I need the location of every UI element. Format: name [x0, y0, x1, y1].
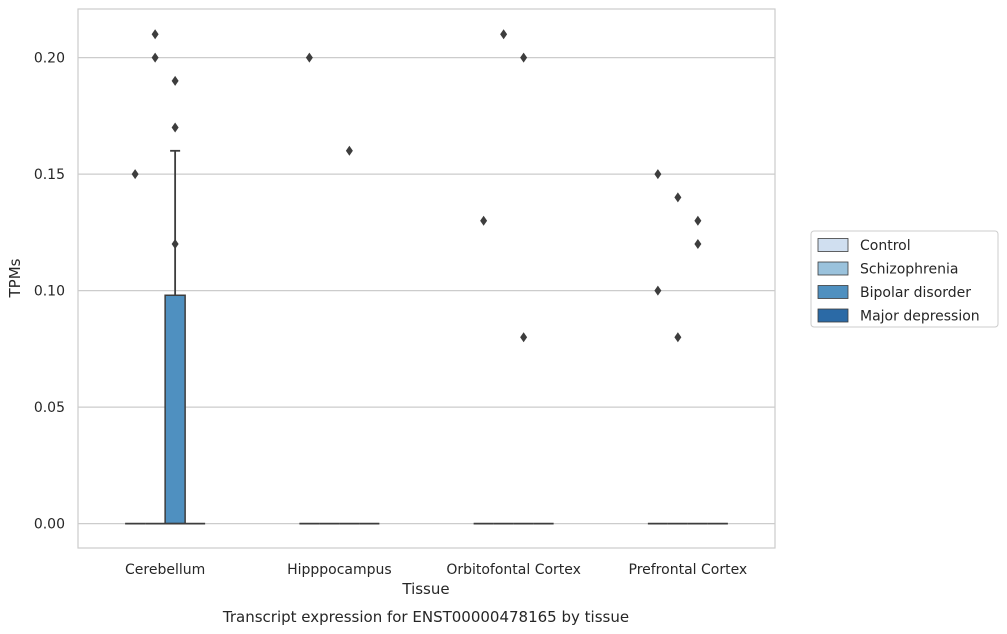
- chart-caption: Transcript expression for ENST0000047816…: [222, 608, 629, 626]
- y-axis-label: TPMs: [6, 258, 24, 298]
- legend-swatch: [817, 238, 849, 252]
- y-tick-label: 0.10: [34, 284, 65, 300]
- box: [164, 294, 186, 525]
- outlier-point: [654, 285, 662, 296]
- y-tick-label: 0.05: [34, 400, 65, 416]
- outlier-point: [520, 52, 528, 63]
- box-layer: [125, 29, 728, 525]
- y-tick-label: 0.20: [34, 51, 65, 67]
- outlier-point: [694, 215, 702, 226]
- x-tick-label: Prefrontal Cortex: [629, 562, 748, 578]
- x-tick-labels: Cerebellum Hipppocampus Orbitofontal Corte…: [125, 562, 747, 578]
- legend-swatch: [817, 261, 849, 276]
- x-tick-label: Hipppocampus: [287, 562, 392, 578]
- legend-label: Schizophrenia: [860, 262, 958, 278]
- box-control: [299, 52, 320, 525]
- outlier-point: [674, 332, 682, 343]
- legend-label: Control: [860, 238, 911, 254]
- outlier-point: [171, 75, 179, 86]
- x-tick-label: Orbitofontal Cortex: [446, 562, 581, 578]
- box-control: [125, 169, 146, 525]
- outlier-point: [520, 332, 528, 343]
- legend: Control Schizophrenia Bipolar disorder Majo…: [810, 230, 999, 328]
- box-control: [647, 169, 668, 525]
- box-bipolar-disorder: [339, 145, 360, 525]
- box-bipolar-disorder: [513, 52, 534, 525]
- outlier-point: [480, 215, 488, 226]
- x-axis-label: Tissue: [401, 580, 449, 598]
- outlier-point: [345, 145, 353, 156]
- outlier-point: [171, 239, 179, 249]
- outlier-point: [500, 29, 508, 40]
- outlier-point: [171, 122, 179, 133]
- outlier-point: [674, 192, 682, 203]
- box-schizophrenia: [145, 29, 166, 525]
- legend-frame: [810, 230, 999, 328]
- outlier-point: [694, 239, 702, 249]
- plot-frame: [77, 8, 776, 549]
- box-bipolar-disorder: [164, 75, 186, 525]
- box-bipolar-disorder: [687, 215, 708, 525]
- y-tick-label: 0.15: [34, 167, 65, 183]
- legend-label: Major depression: [860, 309, 980, 325]
- outlier-point: [131, 169, 139, 180]
- box-schizophrenia: [493, 29, 514, 525]
- y-tick-labels: 0.00 0.05 0.10 0.15 0.20: [34, 51, 65, 533]
- outlier-point: [654, 169, 662, 180]
- legend-items: Control Schizophrenia Bipolar disorder Majo…: [817, 238, 980, 325]
- legend-swatch: [817, 308, 849, 323]
- outlier-point: [151, 52, 159, 63]
- x-tick-label: Cerebellum: [125, 562, 205, 578]
- legend-swatch: [817, 285, 849, 299]
- legend-label: Bipolar disorder: [860, 285, 971, 301]
- y-tick-label: 0.00: [34, 517, 65, 533]
- outlier-point: [305, 52, 313, 63]
- box-control: [473, 215, 494, 525]
- box-schizophrenia: [667, 192, 688, 525]
- outlier-point: [151, 29, 159, 40]
